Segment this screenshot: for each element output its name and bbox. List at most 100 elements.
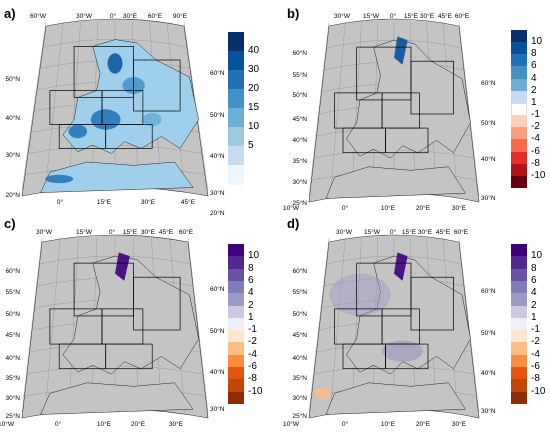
axis-tick-label: 20°E bbox=[130, 421, 146, 428]
axis-tick-label: 25°N bbox=[292, 413, 307, 420]
subdomain-box bbox=[133, 59, 181, 112]
axis-tick-label: 0° bbox=[56, 199, 64, 206]
colorbar-label: 2 bbox=[531, 299, 537, 311]
axis-tick-label: 90°E bbox=[172, 13, 188, 20]
axis-tick-label: 60°W bbox=[30, 13, 46, 20]
colorbar bbox=[228, 244, 244, 405]
axis-tick-label: 20°E bbox=[415, 421, 431, 428]
colorbar-swatch bbox=[228, 244, 244, 257]
colorbar-swatch bbox=[511, 256, 527, 270]
colorbar-label: 4 bbox=[248, 287, 254, 299]
axis-tick-label: 50°N bbox=[481, 120, 496, 127]
axis-tick-label: 55°N bbox=[5, 289, 20, 296]
colorbar-label: -10 bbox=[531, 169, 546, 181]
axis-tick-label: 40°N bbox=[5, 355, 20, 362]
axis-tick-label: 45°N bbox=[292, 332, 307, 339]
colorbar-swatch bbox=[228, 354, 244, 368]
axis-tick-label: 30°E bbox=[451, 205, 467, 212]
colorbar-swatch bbox=[511, 354, 527, 368]
colorbar-swatch bbox=[228, 367, 244, 380]
panel-label: c) bbox=[4, 216, 16, 231]
colorbar-label: 15 bbox=[248, 102, 260, 113]
axis-tick-label: 20°N bbox=[5, 192, 20, 199]
axis-tick-label: 15°E bbox=[401, 229, 417, 236]
axis-tick-label: 60°N bbox=[481, 80, 496, 87]
colorbar-swatch bbox=[228, 317, 244, 331]
colorbar-label: 8 bbox=[531, 48, 537, 60]
meridian-line bbox=[68, 21, 81, 191]
colorbar-label: 10 bbox=[248, 250, 260, 262]
subdomain-box bbox=[385, 343, 429, 370]
axis-tick-label: 45°E bbox=[180, 199, 196, 206]
axis-tick-label: 30°N bbox=[210, 190, 225, 197]
axis-tick-label: 25°N bbox=[292, 200, 307, 207]
colorbar-swatch bbox=[228, 330, 244, 343]
colorbar-label: -2 bbox=[531, 336, 540, 348]
axis-tick-label: 30°W bbox=[36, 229, 52, 236]
axis-tick-label: 30°N bbox=[210, 406, 225, 413]
axis-tick-label: 50°N bbox=[292, 92, 307, 99]
colorbar-label: -4 bbox=[248, 348, 257, 360]
colorbar-swatch bbox=[511, 66, 527, 80]
axis-tick-label: 0° bbox=[341, 421, 349, 428]
colorbar-label: 5 bbox=[248, 140, 254, 151]
axis-tick-label: 60°N bbox=[210, 286, 225, 293]
colorbar-swatch bbox=[228, 256, 244, 270]
colorbar-label: -2 bbox=[531, 121, 540, 133]
map-canvas bbox=[21, 234, 209, 419]
colorbar-swatch bbox=[511, 268, 527, 282]
colorbar-label: 40 bbox=[248, 45, 260, 56]
colorbar-label: 10 bbox=[248, 121, 260, 132]
axis-tick-label: 40°N bbox=[210, 153, 225, 160]
axis-tick-label: 60°N bbox=[5, 268, 20, 275]
axis-tick-label: 30°N bbox=[481, 408, 496, 415]
axis-tick-label: 10°W bbox=[283, 421, 299, 428]
axis-tick-label: 30°N bbox=[5, 152, 20, 159]
colorbar-swatch bbox=[511, 30, 527, 43]
map-canvas bbox=[308, 18, 480, 203]
colorbar-swatch bbox=[511, 342, 527, 356]
axis-tick-label: 30°E bbox=[419, 13, 435, 20]
axis-tick-label: 0° bbox=[108, 229, 116, 236]
colorbar-swatch bbox=[511, 244, 527, 257]
meridian-line bbox=[45, 237, 61, 413]
bias-field bbox=[329, 273, 391, 316]
axis-tick-label: 15°E bbox=[96, 199, 112, 206]
bias-field bbox=[382, 340, 423, 362]
axis-tick-label: 30°W bbox=[336, 229, 352, 236]
axis-tick-label: 60°N bbox=[292, 50, 307, 57]
axis-tick-label: 45°E bbox=[435, 229, 451, 236]
axis-tick-label: 10°E bbox=[380, 421, 396, 428]
colorbar-label: 2 bbox=[248, 299, 254, 311]
axis-tick-label: 50°N bbox=[5, 311, 20, 318]
axis-tick-label: 60°N bbox=[210, 70, 225, 77]
axis-tick-label: 60°E bbox=[454, 13, 470, 20]
axis-tick-label: 30°E bbox=[140, 199, 156, 206]
colorbar-swatch bbox=[511, 78, 527, 92]
axis-tick-label: 30°W bbox=[334, 13, 350, 20]
colorbar-label: -10 bbox=[531, 385, 546, 397]
axis-tick-label: 50°N bbox=[210, 328, 225, 335]
north-africa-land bbox=[325, 166, 466, 199]
colorbar-label: 1 bbox=[531, 96, 537, 108]
colorbar-swatch bbox=[228, 379, 244, 393]
colorbar-label: 10 bbox=[531, 250, 543, 262]
colorbar-label: -6 bbox=[531, 361, 540, 373]
colorbar-label: -1 bbox=[531, 109, 540, 121]
meridian-line bbox=[68, 237, 79, 413]
parallel-line bbox=[42, 39, 188, 48]
colorbar-label: -1 bbox=[531, 324, 540, 336]
axis-tick-label: 60°E bbox=[453, 229, 469, 236]
meridian-line bbox=[330, 237, 346, 413]
axis-tick-label: 40°N bbox=[292, 355, 307, 362]
colorbar-label: -8 bbox=[531, 373, 540, 385]
axis-tick-label: 35°N bbox=[292, 375, 307, 382]
axis-tick-label: 35°N bbox=[5, 375, 20, 382]
axis-tick-label: 45°N bbox=[292, 116, 307, 123]
colorbar-swatch bbox=[511, 54, 527, 67]
colorbar-swatch bbox=[228, 89, 244, 109]
colorbar-label: -4 bbox=[531, 348, 540, 360]
colorbar-swatch bbox=[511, 139, 527, 153]
axis-tick-label: 50°N bbox=[5, 76, 20, 83]
axis-tick-label: 30°N bbox=[292, 179, 307, 186]
